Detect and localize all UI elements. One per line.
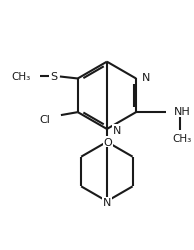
Text: CH₃: CH₃ [11,72,30,82]
Text: NH: NH [174,107,190,117]
Text: Cl: Cl [39,114,50,124]
Text: N: N [103,198,111,207]
Text: CH₃: CH₃ [172,133,191,143]
Text: O: O [104,137,112,147]
Text: N: N [113,126,121,136]
Text: N: N [142,73,150,83]
Text: S: S [50,72,58,82]
